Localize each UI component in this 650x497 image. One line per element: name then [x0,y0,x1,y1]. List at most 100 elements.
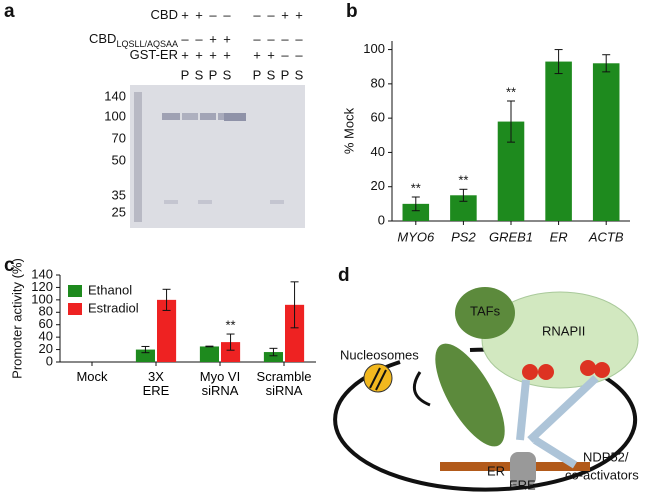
bar [592,63,620,222]
lane-sign: – [281,31,289,46]
lane-label: S [223,67,232,82]
panel-label: b [346,1,358,22]
significance: ** [458,173,468,188]
lane-sign: + [253,47,261,62]
panel-label: c [4,255,15,276]
x-tick-label-box: 3X ERE [142,370,170,398]
lane-sign: + [181,7,189,22]
lane-sign: – [267,7,275,22]
lane-label: P [253,67,262,82]
y-tick-label: 140 [31,266,53,281]
row-label-text: GST-ER [130,47,178,62]
lane-sign: + [209,47,217,62]
error-bar [205,345,214,348]
x-tick-label: Myo VI siRNA [199,370,241,398]
row-label-text: CBD [151,7,178,22]
bar [135,349,155,362]
bar [545,61,572,222]
marker-label: 25 [112,204,126,219]
lane-sign: + [223,31,231,46]
y-tick-label: 20 [371,178,385,193]
legend-swatch [68,303,82,315]
x-tick-label: MYO6 [397,229,435,244]
error-bar [411,196,420,212]
lane-sign: + [267,47,275,62]
lane-sign: + [281,7,289,22]
legend-swatch [68,285,82,297]
error-bar [459,188,468,202]
y-tick-label: 120 [31,279,53,294]
bar [402,203,430,221]
row-label: CBD [151,7,178,22]
lane-label: P [281,67,290,82]
row-label: CBDLQSLL/AQSAA [89,31,178,49]
lane-sign: + [295,7,303,22]
error-bar [269,347,278,357]
error-bar [290,281,299,329]
significance: ** [506,84,516,99]
legend-label: Ethanol [88,282,132,297]
lane-label: P [209,67,218,82]
bar [263,352,283,362]
x-tick-label-box: Myo VI siRNA [199,370,241,398]
y-tick-label: 0 [378,212,385,227]
y-tick-label: 80 [39,304,53,319]
x-tick-label: ER [550,229,568,244]
x-tick-label: Scramble siRNA [256,370,312,398]
significance: ** [411,180,421,195]
y-axis-label: Promoter activity (%) [9,258,24,379]
lane-sign: – [295,31,303,46]
bar [157,299,177,362]
y-tick-label: 60 [39,316,53,331]
bar [199,346,219,362]
lane-sign: + [181,47,189,62]
x-tick-label: Mock [76,370,108,384]
error-bar [226,333,235,351]
y-tick-label: 40 [39,329,53,344]
marker-label: 140 [104,88,126,103]
lane-sign: – [295,47,303,62]
lane-label: S [195,67,204,82]
error-bar [162,288,171,311]
diagram-label: ERE [509,477,536,492]
panel-label: a [4,1,15,22]
x-tick-label: 3X ERE [142,370,170,398]
y-tick-label: 100 [31,291,53,306]
lane-sign: – [195,31,203,46]
lane-label: S [295,67,304,82]
lane-sign: – [223,7,231,22]
x-tick-label-box: Scramble siRNA [256,370,312,398]
gel-image [130,85,305,228]
diagram-label: Nucleosomes [340,347,419,362]
lane-label: S [267,67,276,82]
x-tick-label: PS2 [451,229,476,244]
lane-sign: – [253,31,261,46]
diagram-label: co-activators [565,467,639,482]
lane-sign: – [253,7,261,22]
lane-sign: + [209,31,217,46]
error-bar [141,345,150,354]
diagram-label: TAFs [470,303,501,318]
marker-label: 100 [104,108,126,123]
significance: ** [225,317,235,332]
row-label: GST-ER [130,47,178,62]
lane-sign: – [181,31,189,46]
diagram-label: NDP52/ [583,449,629,464]
panel-label: d [338,265,350,286]
error-bar [507,100,515,143]
lane-sign: – [267,31,275,46]
diagram-label: RNAPII [542,323,585,338]
legend-label: Estradiol [88,300,139,315]
diagram-label: ER [487,463,505,478]
y-tick-label: 40 [371,144,385,159]
bar [285,304,305,362]
y-tick-label: 0 [46,353,53,368]
y-tick-label: 60 [371,110,385,125]
x-tick-label: GREB1 [489,229,533,244]
x-tick-label-box: Mock [76,370,108,384]
row-label-subscript: LQSLL/AQSAA [116,39,178,49]
y-tick-label: 100 [363,41,385,56]
y-tick-label: 80 [371,75,385,90]
marker-label: 50 [112,152,126,167]
